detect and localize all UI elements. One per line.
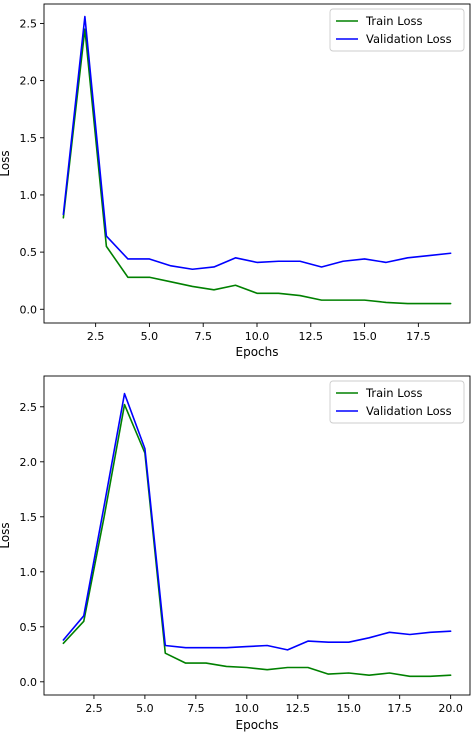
y-tick-label: 1.0 bbox=[20, 566, 38, 579]
legend-label-train-loss: Train Loss bbox=[365, 386, 422, 400]
x-tick-label: 17.5 bbox=[406, 330, 431, 343]
plot-frame bbox=[43, 375, 471, 696]
x-tick-label: 20.0 bbox=[438, 702, 463, 715]
series-line-train-loss bbox=[62, 28, 452, 305]
x-tick-label: 5.0 bbox=[136, 702, 154, 715]
x-tick-label: 12.5 bbox=[299, 330, 324, 343]
legend-box bbox=[329, 380, 465, 424]
legend-label-validation-loss: Validation Loss bbox=[366, 32, 452, 46]
y-axis-label: Loss bbox=[0, 150, 12, 176]
x-tick-label: 17.5 bbox=[387, 702, 412, 715]
y-tick-label: 2.5 bbox=[20, 17, 38, 30]
x-tick-label: 12.5 bbox=[286, 702, 311, 715]
plot-frame bbox=[43, 3, 471, 324]
x-tick-label: 5.0 bbox=[141, 330, 159, 343]
series-line-train-loss bbox=[62, 403, 452, 678]
x-tick-label: 10.0 bbox=[245, 330, 270, 343]
y-axis-label: Loss bbox=[0, 522, 12, 548]
series-line-validation-loss bbox=[62, 15, 452, 271]
x-tick-label: 7.5 bbox=[187, 702, 205, 715]
series-line-validation-loss bbox=[62, 392, 452, 651]
x-axis-label: Epochs bbox=[236, 345, 279, 359]
y-tick-label: 1.0 bbox=[20, 189, 38, 202]
y-tick-label: 0.0 bbox=[20, 303, 38, 316]
x-tick-label: 15.0 bbox=[352, 330, 377, 343]
loss-chart-bottom: 2.5 5.0 7.5 10.0 12.5 15.0 17.5 20.0 0.0 0.5 1.0 1.… bbox=[0, 375, 471, 732]
legend-box bbox=[329, 8, 465, 52]
y-tick-label: 0.5 bbox=[20, 246, 38, 259]
legend-label-train-loss: Train Loss bbox=[365, 14, 422, 28]
y-tick-label: 2.0 bbox=[20, 75, 38, 88]
x-tick-label: 15.0 bbox=[336, 702, 361, 715]
legend-label-validation-loss: Validation Loss bbox=[366, 404, 452, 418]
x-tick-label: 10.0 bbox=[235, 702, 260, 715]
y-tick-label: 0.0 bbox=[20, 676, 38, 689]
y-tick-label: 1.5 bbox=[20, 132, 38, 145]
x-tick-label: 2.5 bbox=[85, 702, 103, 715]
y-tick-label: 0.5 bbox=[20, 621, 38, 634]
y-tick-label: 2.0 bbox=[20, 456, 38, 469]
x-tick-label: 2.5 bbox=[87, 330, 105, 343]
y-tick-label: 1.5 bbox=[20, 511, 38, 524]
y-tick-label: 2.5 bbox=[20, 401, 38, 414]
x-axis-label: Epochs bbox=[236, 718, 279, 732]
loss-chart-top: 2.5 5.0 7.5 10.0 12.5 15.0 17.5 0.0 0.5 1.0 1.5 2.0… bbox=[0, 3, 471, 359]
x-tick-label: 7.5 bbox=[194, 330, 212, 343]
